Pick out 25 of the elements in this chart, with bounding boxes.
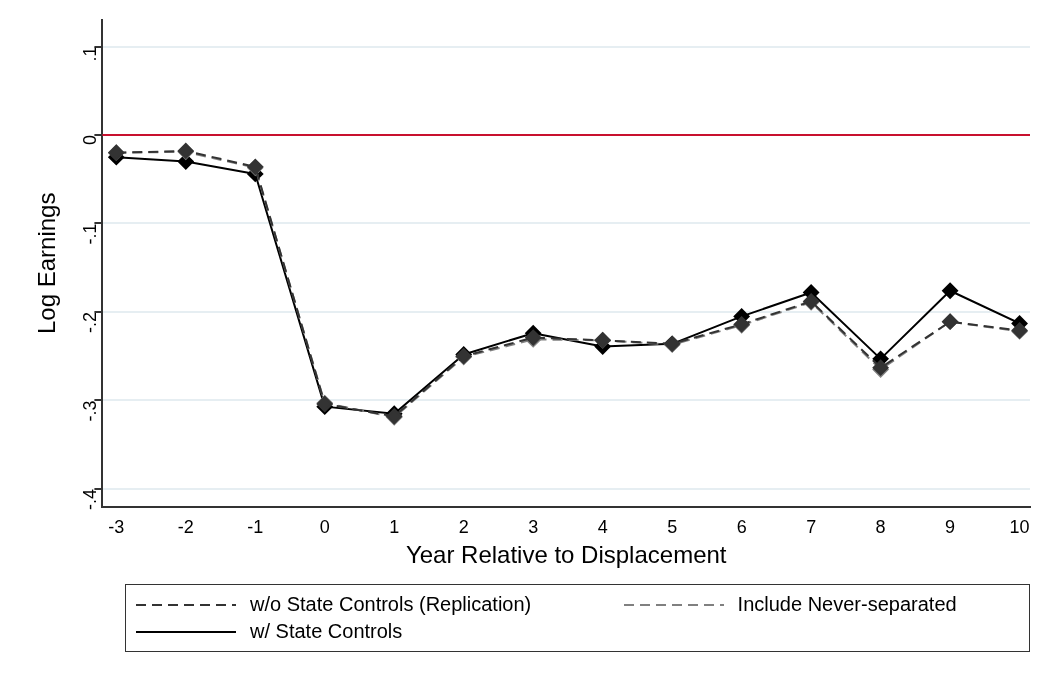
y-tick-label: -.1 (80, 223, 101, 245)
y-axis-title: Log Earnings (33, 192, 61, 335)
x-tick-label: 0 (319, 517, 330, 538)
x-tick-label: -1 (247, 517, 264, 538)
x-tick-label: -2 (177, 517, 194, 538)
legend-label: Include Never-separated (737, 593, 957, 616)
x-tick-label: -3 (108, 517, 125, 538)
x-tick-label: 8 (875, 517, 886, 538)
y-tick-label: -.4 (80, 488, 101, 510)
y-tick-label: .1 (80, 46, 101, 62)
x-tick-label: 9 (945, 517, 956, 538)
x-tick-label: 2 (458, 517, 469, 538)
y-tick-label: -.3 (80, 400, 101, 422)
x-tick-label: 5 (667, 517, 678, 538)
x-tick-label: 6 (736, 517, 747, 538)
x-tick-label: 3 (528, 517, 539, 538)
x-tick-label: 10 (1009, 517, 1030, 538)
x-tick-label: 4 (597, 517, 608, 538)
x-axis-title: Year Relative to Displacement (405, 541, 727, 569)
y-tick-label: -.2 (80, 311, 101, 333)
y-tick-label: 0 (80, 135, 101, 146)
x-tick-label: 7 (806, 517, 817, 538)
legend-label: w/o State Controls (Replication) (250, 593, 532, 616)
x-tick-label: 1 (389, 517, 400, 538)
legend-label: w/ State Controls (250, 620, 403, 643)
